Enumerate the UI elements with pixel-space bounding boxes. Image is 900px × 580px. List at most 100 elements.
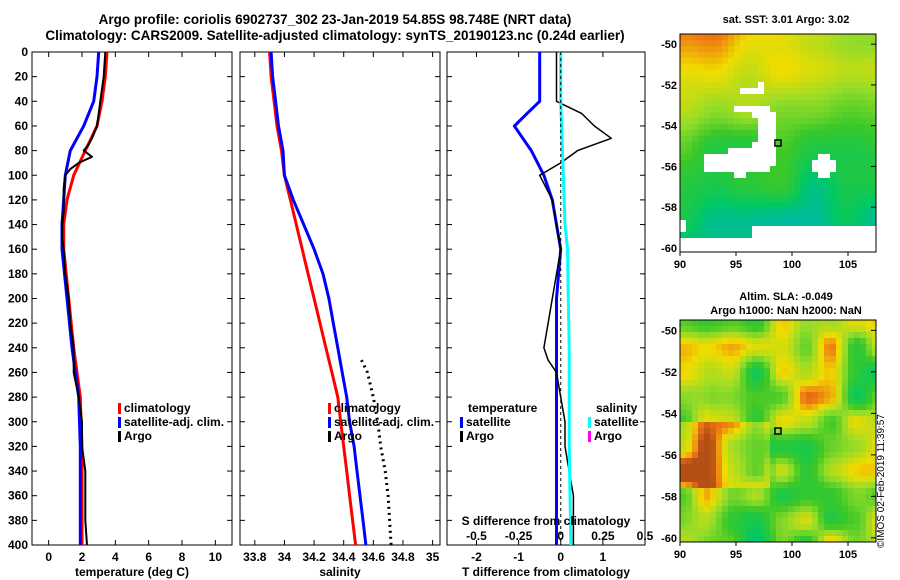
map-cell	[704, 196, 710, 202]
map-cell	[860, 476, 866, 482]
map-cell	[848, 202, 854, 208]
map-cell	[764, 196, 770, 202]
map-cell	[782, 226, 788, 232]
map-cell	[794, 356, 800, 362]
map-cell	[704, 476, 710, 482]
map-cell	[746, 482, 752, 488]
y-tick-label: 0	[21, 45, 28, 59]
map-cell	[806, 374, 812, 380]
map-cell	[752, 446, 758, 452]
map-cell	[824, 106, 830, 112]
map-cell	[830, 202, 836, 208]
map-cell	[794, 232, 800, 238]
map-cell	[860, 220, 866, 226]
map-cell	[800, 154, 806, 160]
map-cell	[812, 398, 818, 404]
map-cell	[818, 226, 824, 232]
map-cell	[836, 536, 842, 542]
legend-swatch	[118, 417, 121, 428]
map-cell	[770, 422, 776, 428]
map-cell	[836, 178, 842, 184]
map-cell	[854, 386, 860, 392]
map-cell	[686, 446, 692, 452]
map-cell	[686, 380, 692, 386]
map-cell	[812, 320, 818, 326]
x-axis-label: temperature (deg C)	[75, 565, 189, 579]
map-cell	[764, 452, 770, 458]
map-cell	[704, 530, 710, 536]
map-cell	[854, 476, 860, 482]
map-cell	[716, 184, 722, 190]
map-y-tick-label: -56	[661, 161, 677, 173]
map-cell	[740, 130, 746, 136]
map-cell	[710, 350, 716, 356]
map-cell	[710, 106, 716, 112]
map-cell	[692, 202, 698, 208]
map-cell	[824, 536, 830, 542]
map-cell	[866, 356, 872, 362]
map-cell	[728, 524, 734, 530]
map-cell	[692, 166, 698, 172]
map-cell	[866, 488, 872, 494]
map-cell	[872, 536, 876, 542]
map-cell	[842, 94, 848, 100]
map-cell	[722, 220, 728, 226]
map-cell	[734, 52, 740, 58]
map-cell	[734, 428, 740, 434]
map-cell	[686, 482, 692, 488]
map-cell	[698, 166, 704, 172]
map-cell	[812, 34, 818, 40]
map-cell	[710, 524, 716, 530]
map-cell	[698, 124, 704, 130]
map-cell	[698, 326, 704, 332]
map-cell	[836, 88, 842, 94]
map-y-tick-label: -60	[661, 243, 677, 255]
map-cell	[812, 160, 818, 166]
map-cell	[698, 190, 704, 196]
map-cell	[848, 106, 854, 112]
map-cell	[716, 518, 722, 524]
map-cell	[812, 112, 818, 118]
map-cell	[710, 232, 716, 238]
map-cell	[758, 46, 764, 52]
map-cell	[800, 64, 806, 70]
map-cell	[866, 524, 872, 530]
map-cell	[842, 34, 848, 40]
map-cell	[704, 428, 710, 434]
map-cell	[872, 94, 876, 100]
map-cell	[692, 464, 698, 470]
map-cell	[758, 356, 764, 362]
map-cell	[866, 130, 872, 136]
map-cell	[788, 494, 794, 500]
map-cell	[800, 518, 806, 524]
map-cell	[830, 398, 836, 404]
map-cell	[812, 136, 818, 142]
map-cell	[692, 344, 698, 350]
map-cell	[680, 82, 686, 88]
map-cell	[728, 202, 734, 208]
map-cell	[770, 178, 776, 184]
map-cell	[806, 458, 812, 464]
legend-label: satellite	[594, 415, 639, 429]
map-cell	[704, 416, 710, 422]
map-cell	[866, 440, 872, 446]
map-cell	[716, 214, 722, 220]
map-cell	[728, 458, 734, 464]
map-cell	[866, 320, 872, 326]
map-y-tick-label: -54	[661, 121, 678, 133]
map-cell	[710, 58, 716, 64]
map-cell	[848, 452, 854, 458]
map-cell	[686, 76, 692, 82]
map-cell	[854, 124, 860, 130]
map-cell	[824, 416, 830, 422]
map-cell	[848, 416, 854, 422]
map-y-tick-label: -50	[661, 39, 677, 51]
map-cell	[716, 380, 722, 386]
map-cell	[722, 190, 728, 196]
map-cell	[758, 440, 764, 446]
map-cell	[722, 160, 728, 166]
map-cell	[710, 368, 716, 374]
map-cell	[728, 136, 734, 142]
map-cell	[776, 226, 782, 232]
map-cell	[746, 518, 752, 524]
